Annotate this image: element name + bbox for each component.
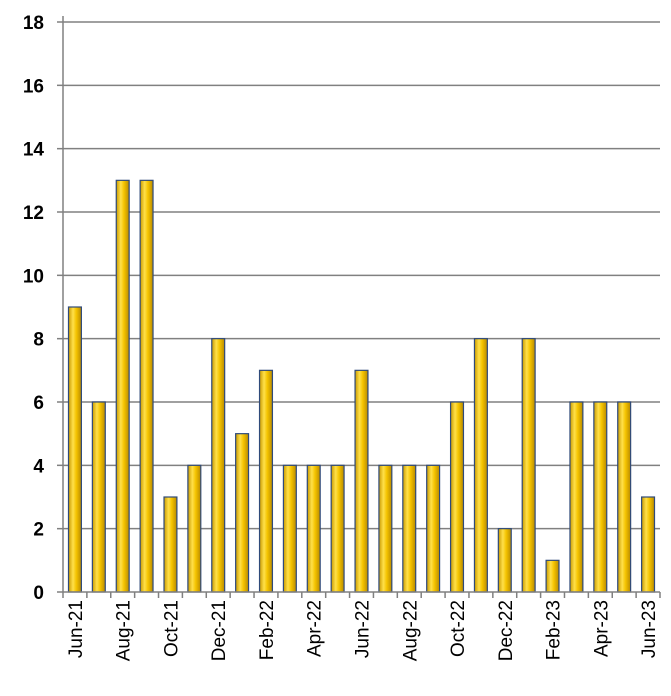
y-tick-label: 14: [23, 140, 45, 161]
x-tick-label: Feb-23: [544, 600, 565, 660]
bar-Aug-22: [402, 464, 417, 593]
bar-Jul-21: [91, 401, 106, 593]
bar-May-23: [617, 401, 632, 593]
y-tick-labels: 0 2 4 6 8 10 12 14 16 18: [23, 13, 45, 604]
bar-Jun-23: [641, 496, 656, 593]
bar-Apr-23: [593, 401, 608, 593]
bar-Jun-22: [354, 369, 369, 593]
bar-Nov-21: [187, 464, 202, 593]
bar-Mar-23: [569, 401, 584, 593]
bar-Mar-22: [282, 464, 297, 593]
bar-Sep-22: [426, 464, 441, 593]
bar-Jun-21: [67, 306, 82, 593]
y-tick-label: 4: [33, 456, 44, 477]
bar-Jan-22: [235, 433, 250, 593]
x-tick-label: Feb-22: [257, 600, 278, 660]
bar-Sep-21: [139, 179, 154, 593]
bar-May-22: [330, 464, 345, 593]
y-tick-label: 12: [23, 203, 44, 224]
x-tick-label: Jun-21: [66, 600, 87, 658]
x-tick-labels: Jun-21 Aug-21 Oct-21 Dec-21 Feb-22 Apr-22 Jun-…: [66, 600, 660, 661]
bar-Apr-22: [306, 464, 321, 593]
bar-Aug-21: [115, 179, 130, 593]
y-tick-label: 18: [23, 13, 44, 34]
axes: [57, 16, 661, 598]
bar-Oct-21: [163, 496, 178, 593]
x-tick-label: Oct-22: [448, 600, 469, 657]
x-tick-label: Jun-23: [639, 600, 660, 658]
y-tick-label: 0: [33, 583, 44, 604]
x-tick-label: Oct-21: [161, 600, 182, 657]
x-tick-label: Aug-21: [114, 600, 135, 661]
bar-Feb-22: [258, 369, 274, 593]
x-tick-label: Dec-22: [496, 600, 517, 661]
x-tick-label: Apr-22: [305, 600, 326, 657]
bar-Nov-22: [473, 338, 488, 593]
y-tick-label: 10: [23, 266, 44, 287]
bar-Oct-22: [449, 401, 465, 593]
grid-lines: [63, 21, 660, 530]
bar-Feb-23: [545, 559, 560, 593]
bars: [67, 179, 656, 593]
x-tick-label: Aug-22: [400, 600, 421, 661]
bar-Dec-22: [497, 528, 512, 593]
x-tick-label: Dec-21: [209, 600, 230, 661]
bar-Jan-23: [521, 338, 536, 593]
x-tick-label: Apr-23: [591, 600, 612, 657]
y-tick-label: 6: [33, 393, 44, 414]
y-tick-label: 8: [33, 330, 44, 351]
bar-Jul-22: [378, 464, 393, 593]
y-tick-label: 2: [33, 520, 44, 541]
y-tick-label: 16: [23, 76, 44, 97]
bar-Dec-21: [211, 338, 226, 593]
x-tick-label: Jun-22: [353, 600, 374, 658]
